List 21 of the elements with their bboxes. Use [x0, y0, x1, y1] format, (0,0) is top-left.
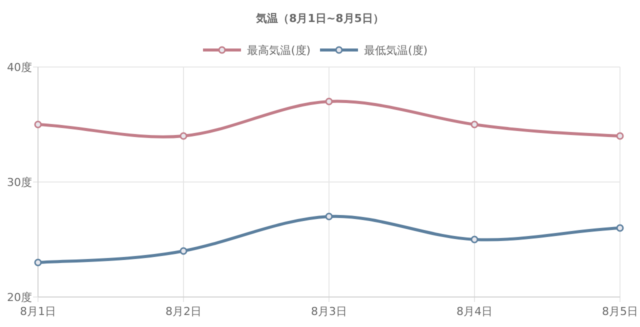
point — [325, 212, 333, 220]
legend-label: 最高気温(度) — [247, 44, 311, 57]
point — [34, 120, 42, 128]
x-tick-label: 8月5日 — [602, 305, 638, 318]
y-tick-label: 40度 — [7, 61, 32, 74]
x-tick-label: 8月4日 — [456, 305, 492, 318]
point — [616, 132, 624, 140]
x-tick-label: 8月3日 — [311, 305, 347, 318]
point — [470, 120, 478, 128]
point — [616, 224, 624, 232]
point — [180, 132, 188, 140]
x-tick-label: 8月1日 — [20, 305, 56, 318]
point — [470, 236, 478, 244]
point — [325, 98, 333, 106]
x-tick-label: 8月2日 — [166, 305, 202, 318]
chart-title: 気温（8月1日~8月5日） — [255, 12, 384, 25]
legend-label: 最低気温(度) — [364, 44, 428, 57]
point — [180, 247, 188, 255]
y-tick-label: 30度 — [7, 176, 32, 189]
y-tick-label: 20度 — [7, 291, 32, 304]
point — [34, 258, 42, 266]
